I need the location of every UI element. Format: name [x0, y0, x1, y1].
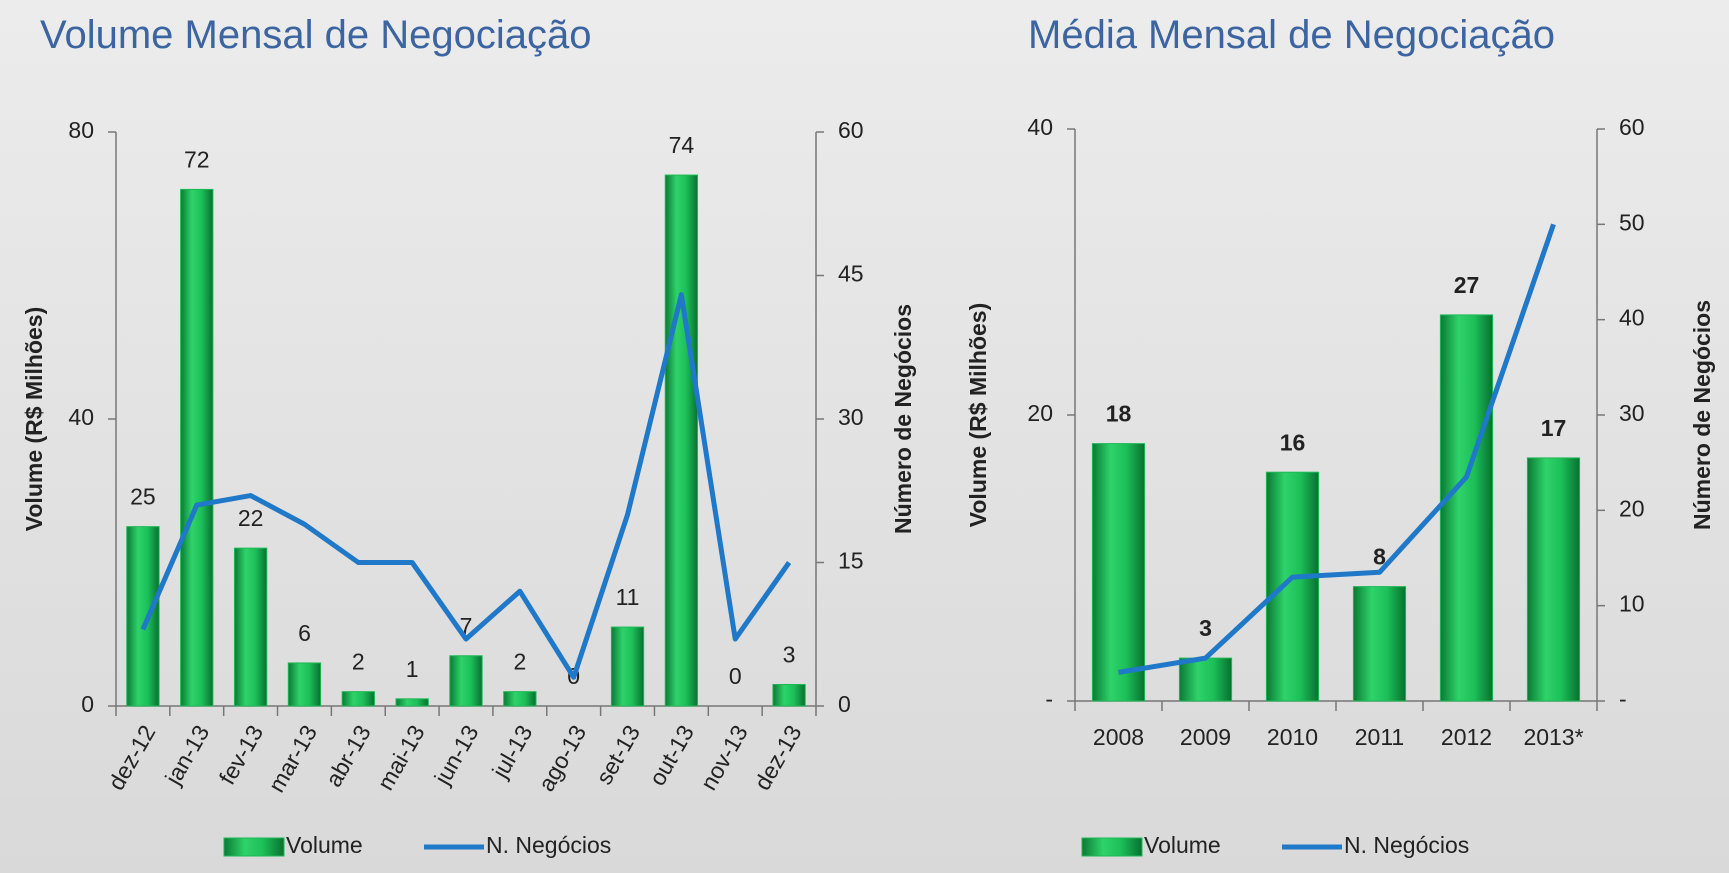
bar [449, 655, 483, 707]
data-label: 11 [616, 584, 640, 610]
x-tick-label: nov-13 [695, 721, 753, 795]
y-tick-label: 80 [68, 117, 94, 143]
bar [287, 662, 322, 707]
x-tick-label: jun-13 [429, 721, 484, 790]
bar [503, 691, 537, 707]
chart-title: Média Mensal de Negociação [1028, 13, 1555, 57]
data-label: 17 [1541, 415, 1567, 441]
y2-tick-label: 40 [1619, 305, 1645, 331]
x-tick-label: jul-13 [486, 721, 537, 784]
legend-swatch [223, 837, 285, 857]
data-label: 8 [1373, 544, 1386, 570]
data-label: 18 [1106, 401, 1132, 427]
x-tick-label: out-13 [644, 721, 699, 790]
y-tick-label: 0 [81, 691, 94, 717]
x-tick-label: set-13 [591, 721, 645, 789]
y-axis-title: Volume (R$ Milhões) [965, 303, 991, 528]
legend-label: N. Negócios [1344, 832, 1469, 858]
x-tick-label: dez-13 [749, 721, 807, 795]
y2-tick-label: 30 [1619, 400, 1645, 426]
x-tick-label: fev-13 [214, 721, 268, 789]
legend-label: Volume [1144, 832, 1221, 858]
y2-axis-title: Número de Negócios [890, 304, 916, 534]
bar [1439, 314, 1494, 702]
y-tick-label: 40 [1027, 114, 1053, 140]
data-label: 1 [406, 656, 419, 682]
y2-axis-title: Número de Negócios [1689, 300, 1715, 530]
x-tick-label: 2012 [1441, 724, 1492, 750]
x-tick-label: 2010 [1267, 724, 1318, 750]
bar [126, 526, 160, 707]
x-tick-label: 2011 [1355, 724, 1404, 750]
bar [341, 691, 375, 707]
data-label: 0 [729, 663, 742, 689]
y-tick-label: 40 [68, 404, 94, 430]
bar [1091, 443, 1146, 702]
y2-tick-label: 45 [838, 261, 864, 287]
data-label: 3 [1199, 615, 1212, 641]
data-label: 22 [238, 505, 264, 531]
data-label: 2 [352, 649, 365, 675]
chart-title: Volume Mensal de Negociação [40, 13, 591, 57]
data-label: 25 [130, 484, 156, 510]
data-label: 3 [783, 642, 796, 668]
y2-tick-label: 0 [838, 691, 851, 717]
y-axis-title: Volume (R$ Milhões) [21, 307, 47, 532]
bar [1352, 586, 1407, 702]
y2-tick-label: 15 [838, 548, 864, 574]
bar [664, 174, 699, 707]
data-label: 72 [184, 146, 210, 172]
data-label: 16 [1280, 429, 1306, 455]
data-label: 27 [1454, 272, 1480, 298]
bar [233, 547, 268, 707]
legend-swatch [1081, 837, 1143, 857]
x-tick-label: mar-13 [263, 721, 322, 797]
y2-tick-label: 60 [838, 117, 864, 143]
x-tick-label: jan-13 [159, 721, 214, 790]
y2-tick-label: 10 [1619, 591, 1645, 617]
legend-label: Volume [286, 832, 363, 858]
x-tick-label: dez-12 [103, 721, 161, 795]
y2-tick-label: 20 [1619, 495, 1645, 521]
bar [1178, 657, 1233, 702]
bar [1526, 457, 1581, 702]
bar [610, 626, 645, 707]
y2-tick-label: 50 [1619, 209, 1645, 235]
legend-label: N. Negócios [486, 832, 611, 858]
x-tick-label: ago-13 [533, 721, 591, 796]
x-tick-label: mai-13 [372, 721, 430, 795]
x-tick-label: 2009 [1180, 724, 1231, 750]
y2-tick-label: 60 [1619, 114, 1645, 140]
y-tick-label: 20 [1027, 400, 1053, 426]
bar [395, 698, 429, 707]
x-tick-label: 2008 [1093, 724, 1144, 750]
y-tick-label: - [1045, 686, 1053, 712]
data-label: 74 [669, 132, 695, 158]
bar [1265, 471, 1320, 702]
bar [772, 683, 806, 707]
y2-tick-label: - [1619, 686, 1627, 712]
x-tick-label: abr-13 [320, 721, 376, 792]
x-tick-label: 2013* [1523, 724, 1583, 750]
y2-tick-label: 30 [838, 404, 864, 430]
bar [180, 188, 214, 707]
data-label: 2 [513, 649, 526, 675]
data-label: 6 [298, 620, 311, 646]
line [140, 292, 792, 680]
line [1118, 223, 1556, 675]
